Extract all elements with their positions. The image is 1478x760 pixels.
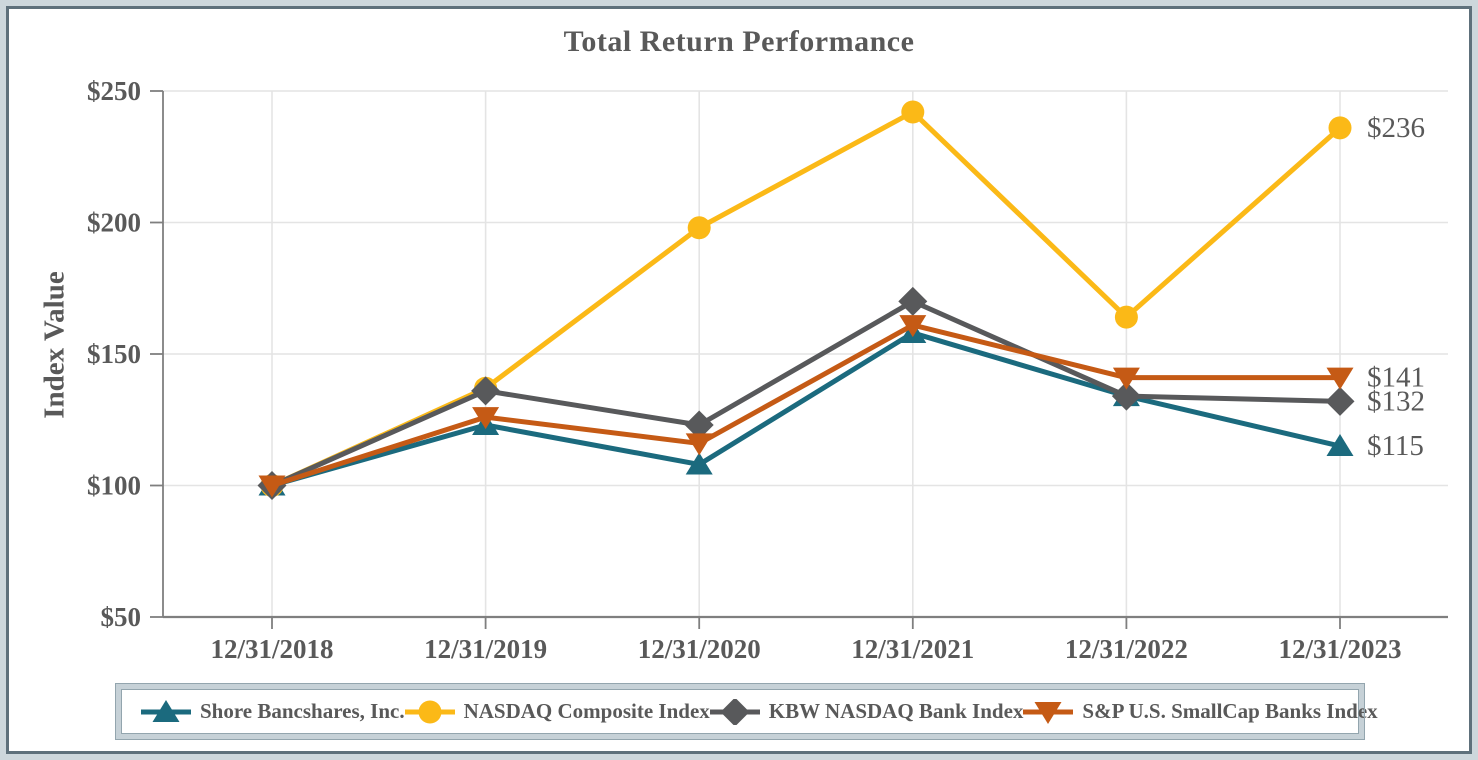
x-tick-label: 12/31/2018 [210, 634, 333, 664]
triangle-up-marker [1326, 434, 1354, 457]
x-tick-label: 12/31/2020 [638, 634, 761, 664]
legend-label: S&P U.S. SmallCap Banks Index [1082, 699, 1378, 723]
legend-label: NASDAQ Composite Index [463, 699, 710, 723]
diamond-marker [898, 286, 928, 316]
triangle-down-marker [258, 475, 286, 498]
circle-marker [418, 700, 442, 723]
series-line [270, 298, 1341, 488]
triangle-up-marker [152, 699, 180, 722]
x-tick-label: 12/31/2023 [1278, 634, 1401, 664]
legend-item: KBW NASDAQ Bank Index [709, 698, 1024, 725]
diamond-marker [1325, 386, 1355, 416]
y-tick-label: $100 [87, 471, 141, 501]
y-tick-label: $250 [87, 76, 141, 106]
chart-area: Total Return Performance Index Value $25… [6, 6, 1472, 754]
triangle-down-marker [899, 315, 927, 338]
end-value-label: $115 [1367, 430, 1424, 462]
y-tick-label: $150 [87, 339, 141, 369]
x-tick-label: 12/31/2022 [1065, 634, 1188, 664]
legend-item: Shore Bancshares, Inc. [141, 699, 405, 725]
legend-label: Shore Bancshares, Inc. [200, 699, 405, 723]
circle-legend-icon [404, 700, 455, 723]
triangle-up-marker [685, 452, 713, 475]
end-value-label: $236 [1367, 112, 1425, 144]
legend-item: NASDAQ Composite Index [404, 699, 710, 725]
series-line [271, 322, 1340, 488]
legend-label: KBW NASDAQ Bank Index [768, 699, 1024, 723]
circle-marker [687, 216, 711, 240]
legend: Shore Bancshares, Inc. NASDAQ Composite I… [115, 683, 1378, 740]
x-tick-label: 12/31/2021 [851, 634, 974, 664]
series-line [271, 330, 1341, 488]
circle-marker [901, 100, 925, 124]
legend-item: S&P U.S. SmallCap Banks Index [1023, 699, 1378, 725]
triangle-down-marker [685, 433, 713, 456]
triangle-down-marker [1326, 367, 1354, 390]
diamond-marker [471, 376, 501, 406]
triangle-down-marker [472, 407, 500, 430]
y-tick-label: $50 [101, 602, 142, 632]
end-value-label: $132 [1367, 385, 1425, 417]
triangle-down-legend-icon [1023, 701, 1074, 724]
diamond-marker [720, 698, 750, 725]
diamond-marker [684, 410, 714, 440]
diamond-marker [1111, 381, 1141, 411]
end-value-label: $141 [1367, 362, 1425, 394]
triangle-down-marker [1034, 701, 1062, 724]
y-tick-label: $200 [87, 208, 141, 238]
x-tick-label: 12/31/2019 [424, 634, 547, 664]
circle-marker [1114, 305, 1138, 329]
diamond-legend-icon [709, 698, 760, 725]
series-line [270, 109, 1342, 488]
triangle-down-marker [1112, 367, 1140, 390]
line-chart: $250 $200 $150 $100 $50 12/31/2018 12/31/2019 1… [87, 76, 1448, 664]
chart-title: Total Return Performance [563, 25, 915, 58]
triangle-up-legend-icon [141, 699, 191, 722]
circle-marker [1328, 116, 1352, 140]
